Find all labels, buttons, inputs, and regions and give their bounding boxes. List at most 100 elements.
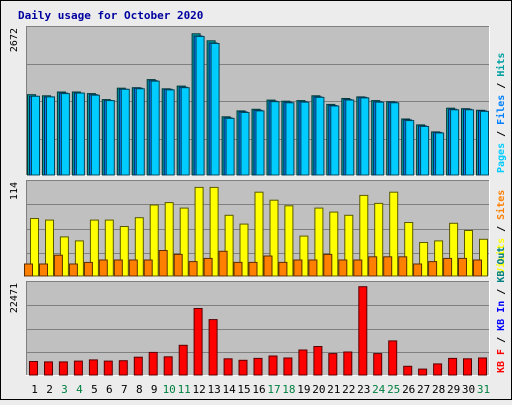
bar-kb-f-day-25 [388, 340, 398, 376]
x-tick-label-day-25: 25 [387, 383, 400, 396]
bar-kb-f-day-30 [463, 358, 472, 376]
bar-visits-day-14 [224, 214, 234, 277]
bar-sites-day-26 [398, 256, 408, 277]
bar-pages-day-29 [450, 109, 460, 176]
bar-sites-day-28 [428, 261, 438, 277]
bar-pages-day-30 [465, 109, 474, 176]
bar-sites-day-1 [24, 263, 33, 277]
x-tick-label-day-14: 14 [222, 383, 236, 396]
bar-visits-day-28 [434, 240, 444, 277]
legend-separator: / [496, 220, 507, 238]
bar-visits-day-5 [89, 219, 99, 277]
x-tick-label-day-4: 4 [76, 383, 83, 396]
legend: KB F / KB In / KB Out [496, 247, 507, 373]
bar-sites-day-7 [113, 259, 123, 277]
x-tick-label-day-10: 10 [163, 383, 176, 396]
bar-sites-day-21 [323, 253, 333, 277]
bar-kb-f-day-19 [298, 349, 308, 376]
chart-title: Daily usage for October 2020 [18, 9, 203, 22]
x-tick-label-day-23: 23 [357, 383, 370, 396]
bar-visits-day-20 [314, 207, 324, 277]
bar-pages-day-5 [90, 94, 100, 176]
y-axis-max-label: 114 [9, 182, 20, 200]
bar-sites-day-24 [368, 256, 378, 277]
bar-sites-day-2 [39, 263, 48, 277]
legend-entry: Visits [495, 238, 507, 274]
bar-pages-day-1 [31, 95, 40, 176]
bar-sites-day-11 [173, 253, 183, 277]
x-tick-label-day-24: 24 [372, 383, 386, 396]
bar-visits-day-15 [239, 223, 249, 277]
bar-kb-f-day-20 [313, 346, 323, 376]
bar-pages-day-22 [345, 99, 355, 176]
bar-sites-day-12 [188, 261, 198, 277]
bar-pages-day-10 [165, 89, 175, 176]
x-tick-label-day-26: 26 [402, 383, 415, 396]
x-tick-label-day-16: 16 [252, 383, 265, 396]
bar-sites-day-16 [248, 261, 258, 277]
x-tick-label-day-22: 22 [342, 383, 355, 396]
bar-sites-day-31 [473, 259, 482, 277]
x-tick-label-day-7: 7 [121, 383, 128, 396]
bar-kb-f-day-17 [268, 355, 278, 376]
panel-3: 22471 KB F / KB In / KB Out [9, 247, 507, 376]
series-kb-f [29, 286, 487, 376]
bar-pages-day-13 [210, 43, 220, 176]
x-tick-label-day-13: 13 [207, 383, 220, 396]
bar-pages-day-9 [150, 80, 160, 176]
bar-kb-f-day-8 [133, 356, 143, 376]
bar-kb-f-day-6 [103, 360, 113, 376]
bar-pages-day-25 [390, 102, 400, 176]
bar-visits-day-29 [449, 222, 459, 277]
bar-visits-day-24 [374, 202, 384, 277]
legend-entry: Sites [495, 190, 507, 220]
bar-visits-day-22 [344, 214, 354, 277]
x-tick-label-day-21: 21 [327, 383, 340, 396]
bar-pages-day-18 [285, 102, 295, 176]
legend-entry: Pages [496, 143, 507, 173]
x-axis-labels: 1 2 3 4 5 6 7 8 9 10 11 12 13 14 15 16 17 18 19 20 21 22 23 24 2… [31, 383, 490, 396]
bar-visits-day-17 [269, 199, 279, 277]
bar-kb-f-day-22 [343, 351, 353, 376]
bar-pages-day-21 [330, 105, 340, 176]
bar-sites-day-23 [353, 259, 363, 277]
legend-entry: KB Out [496, 247, 507, 283]
bar-kb-f-day-10 [163, 356, 173, 376]
bar-pages-day-6 [105, 100, 115, 176]
x-tick-label-day-27: 27 [417, 383, 430, 396]
bar-sites-day-30 [458, 257, 467, 277]
x-tick-label-day-15: 15 [237, 383, 250, 396]
bar-visits-day-9 [149, 204, 159, 277]
bar-visits-day-19 [299, 235, 309, 277]
bar-kb-f-day-21 [328, 353, 338, 376]
bar-kb-f-day-2 [44, 361, 53, 376]
bar-sites-day-10 [158, 250, 168, 277]
bar-sites-day-5 [83, 261, 93, 277]
legend-entry: KB In [496, 301, 507, 331]
bar-sites-day-19 [293, 259, 303, 277]
bar-kb-f-day-24 [373, 353, 383, 376]
panel-1: 2672 Pages / Files / Hits [9, 26, 507, 176]
bar-visits-day-16 [254, 191, 264, 277]
bar-sites-day-17 [263, 255, 273, 277]
bar-visits-day-30 [464, 230, 473, 277]
bar-kb-f-day-23 [358, 286, 368, 376]
legend: Visits / Sites [495, 190, 507, 274]
series-visits [30, 186, 488, 277]
bar-kb-f-day-14 [223, 358, 233, 376]
y-axis-max-label: 22471 [9, 283, 20, 313]
bar-kb-f-day-13 [208, 319, 218, 376]
bar-visits-day-26 [404, 222, 414, 277]
bar-sites-day-14 [218, 250, 228, 277]
bar-pages-day-7 [120, 88, 130, 176]
y-axis-max-label: 2672 [9, 28, 20, 52]
x-tick-label-day-12: 12 [192, 383, 205, 396]
series-pages [31, 36, 489, 176]
bar-pages-day-12 [195, 36, 205, 176]
bar-kb-f-day-3 [58, 361, 68, 376]
bar-pages-day-16 [255, 110, 265, 176]
bar-sites-day-29 [443, 257, 453, 277]
x-tick-label-day-1: 1 [31, 383, 38, 396]
